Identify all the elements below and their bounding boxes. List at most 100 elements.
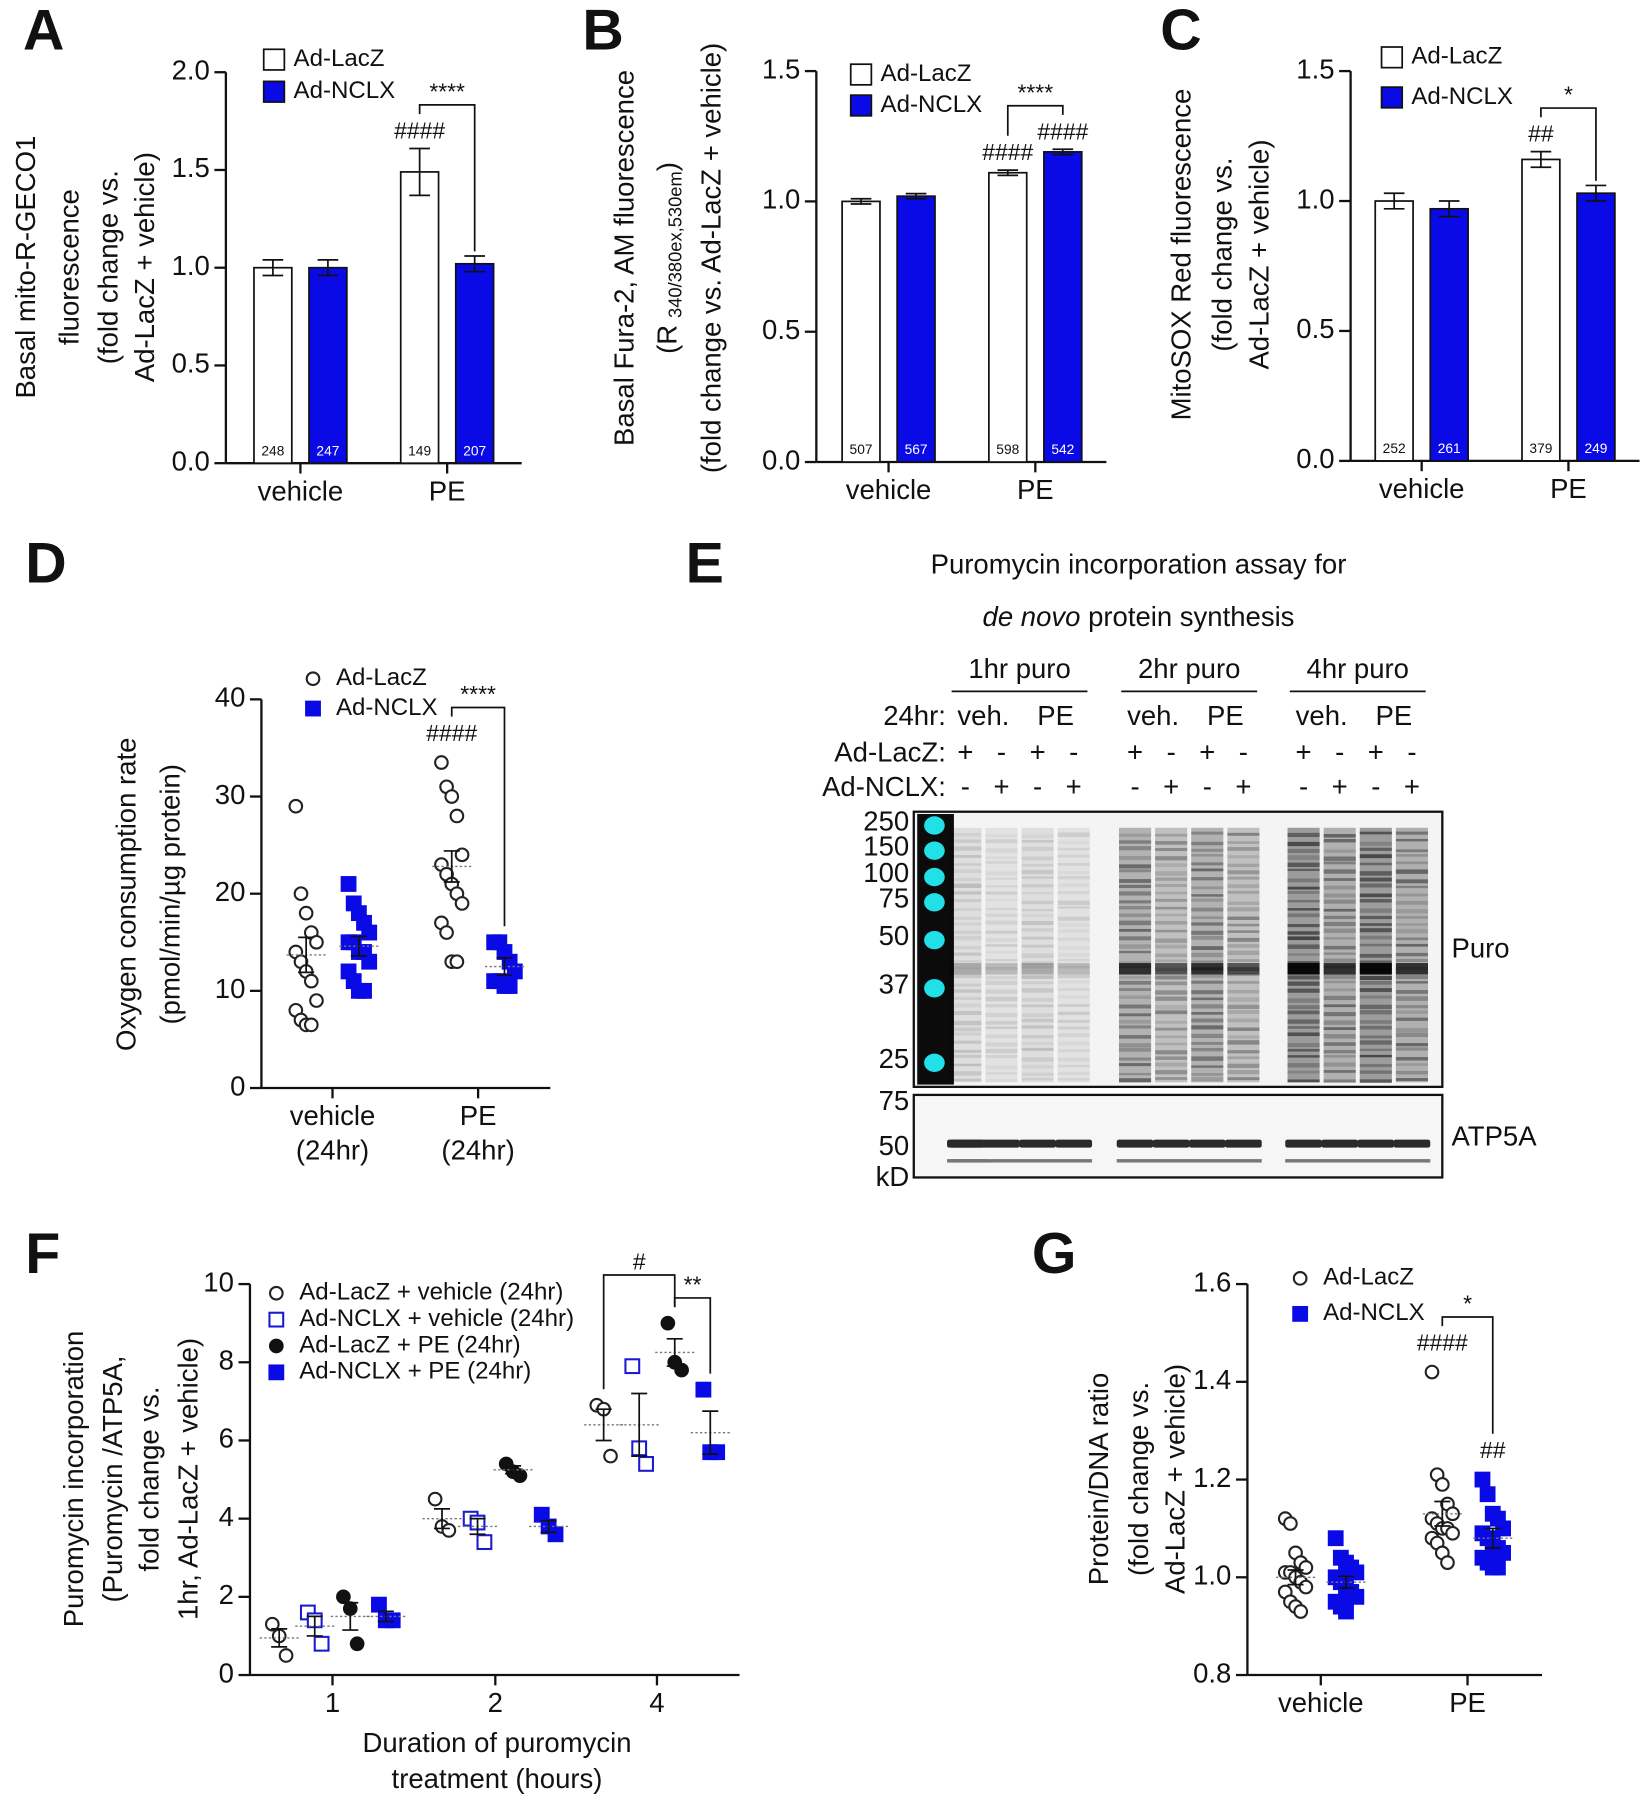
lane-band	[1227, 863, 1260, 868]
lane-band	[1191, 894, 1224, 897]
lane-band	[1323, 928, 1356, 933]
lane-band	[985, 1048, 1018, 1054]
y-tick-label: 30	[215, 779, 246, 810]
y-tick-label: 1.5	[762, 53, 800, 84]
point	[441, 1523, 457, 1538]
marker-label: 75	[879, 1085, 910, 1116]
lane-band	[1119, 1047, 1152, 1052]
legend-swatch	[849, 63, 873, 86]
lane-band	[1287, 1019, 1320, 1024]
point	[336, 1589, 351, 1605]
point	[1338, 1603, 1354, 1620]
lane-band	[1057, 995, 1090, 999]
lane-band	[1057, 937, 1090, 941]
marker-label: 37	[879, 968, 910, 999]
lane-band	[985, 848, 1018, 853]
lane-band	[985, 877, 1018, 881]
loading-band	[950, 1139, 988, 1148]
lane-band	[1227, 1035, 1260, 1039]
x-tick-label: vehicle	[290, 1100, 376, 1131]
lane-band	[1021, 1065, 1054, 1069]
lane-band	[1287, 913, 1320, 918]
lane-smear	[1227, 827, 1260, 1083]
n-label: 542	[1051, 442, 1074, 457]
y-tick-label: 1.0	[1193, 1560, 1231, 1591]
point	[476, 1534, 493, 1551]
bar	[841, 200, 881, 463]
lane-band	[1227, 1070, 1260, 1075]
lane-band	[1287, 832, 1320, 838]
lane-band	[1021, 963, 1054, 975]
point	[603, 1448, 618, 1464]
lane-band	[1359, 1054, 1392, 1058]
point	[449, 808, 465, 824]
y-tick-label: 20	[215, 876, 246, 907]
lane-band	[949, 974, 982, 979]
panel-letter: F	[25, 1222, 60, 1286]
lane-band	[1359, 841, 1392, 846]
lane-band	[1155, 938, 1188, 943]
lane-band	[1323, 952, 1356, 955]
lane-band	[1227, 884, 1260, 888]
lane-band	[1057, 988, 1090, 991]
lane-band	[1287, 944, 1320, 949]
lane-band	[1227, 1018, 1260, 1023]
lane-band	[1021, 869, 1054, 875]
lane-band	[1021, 834, 1054, 838]
point	[356, 982, 372, 999]
lane-band	[1323, 1070, 1356, 1073]
x-tick-label: 4	[649, 1687, 664, 1718]
n-label: 598	[996, 442, 1019, 457]
lane-band	[1227, 1050, 1260, 1054]
y-tick-label: 1.4	[1193, 1364, 1231, 1395]
lane-band	[1287, 1070, 1320, 1074]
significance-label: ####	[1037, 118, 1088, 144]
lane-smear	[1155, 827, 1188, 1083]
lane-band	[1155, 963, 1188, 975]
lane-band	[1119, 1004, 1152, 1009]
y-axis-label: Basal mito-R-GECO1	[10, 136, 41, 399]
point	[1479, 1486, 1496, 1503]
lane-band	[1227, 1063, 1260, 1069]
band-label: ATP5A	[1451, 1121, 1537, 1152]
x-tick-sublabel: (24hr)	[441, 1134, 514, 1165]
lane-band	[1191, 831, 1224, 835]
bar	[308, 266, 348, 465]
lane-band	[1057, 958, 1090, 962]
sign: -	[1299, 771, 1308, 802]
lane-band	[1191, 1065, 1224, 1068]
lane-band	[1021, 876, 1054, 879]
point	[349, 1636, 365, 1652]
lane-band	[985, 938, 1018, 942]
lane-band	[1155, 920, 1188, 925]
significance-label: ####	[394, 117, 445, 143]
point	[313, 1635, 330, 1652]
lane-band	[1057, 916, 1090, 921]
label-part: )	[652, 162, 683, 171]
y-axis-label: Puromycin incorporation	[58, 1331, 89, 1628]
lane-band	[1227, 950, 1260, 956]
x-tick-label: 1	[325, 1687, 340, 1718]
y-axis-label: (Puromycin /ATP5A,	[97, 1355, 128, 1602]
bracket-label: #	[633, 1249, 646, 1275]
lane-band	[1057, 1072, 1090, 1075]
lane-band	[1058, 953, 1090, 957]
legend-label: Ad-LacZ	[1411, 43, 1502, 70]
lane-band	[1021, 1077, 1054, 1081]
lane-band	[1395, 838, 1428, 842]
sign: +	[1332, 771, 1348, 802]
lane-band	[1155, 990, 1188, 995]
lane-band	[1227, 847, 1260, 851]
point	[1474, 1471, 1491, 1488]
lane-band	[1155, 898, 1188, 902]
legend-label: Ad-NCLX	[1323, 1299, 1425, 1326]
loading-band	[1285, 1139, 1322, 1148]
lane-band	[949, 1040, 982, 1044]
lane-band	[1119, 1025, 1152, 1029]
lane-smear	[1323, 827, 1356, 1083]
y-tick-label: 4	[219, 1501, 234, 1532]
point	[1445, 1525, 1460, 1541]
lane-band	[949, 891, 982, 895]
legend-label: Ad-NCLX	[294, 77, 396, 104]
lane-band	[985, 950, 1018, 954]
